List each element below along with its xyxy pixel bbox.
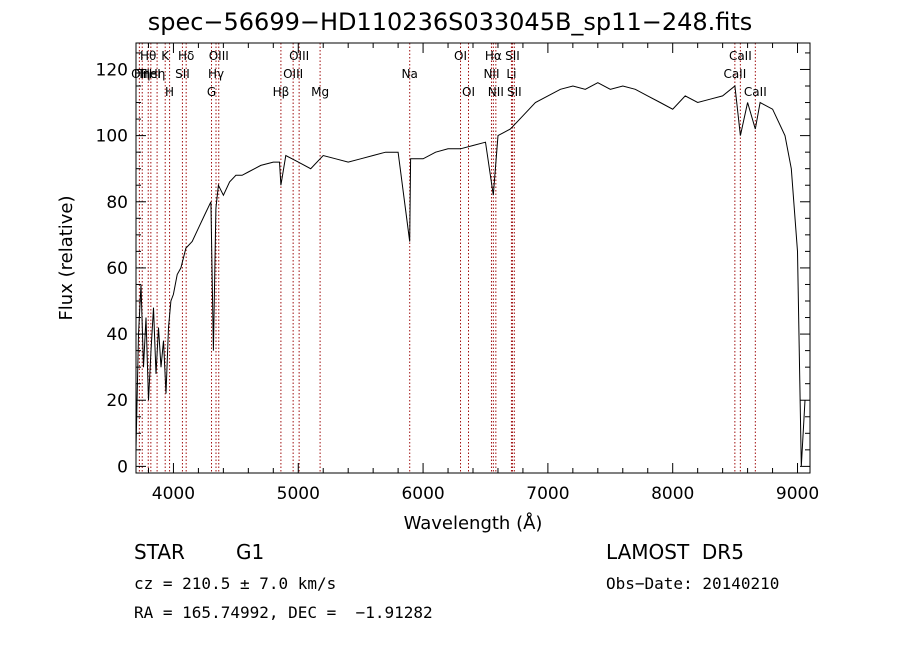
y-tick-label: 0 bbox=[117, 457, 128, 477]
plot-frame bbox=[135, 42, 811, 474]
spectral-line-label: Mg bbox=[311, 85, 329, 99]
spectral-line-markers bbox=[138, 43, 756, 473]
spectral-line-label: OIII bbox=[289, 49, 309, 63]
object-class: STAR bbox=[134, 540, 185, 564]
y-tick-label: 120 bbox=[96, 60, 128, 80]
spectral-line-label: CaII bbox=[723, 67, 746, 81]
x-tick-label: 5000 bbox=[277, 484, 320, 504]
coordinates: RA = 165.74992, DEC = −1.91282 bbox=[134, 603, 433, 622]
spectral-line-label: OI bbox=[462, 85, 475, 99]
spectral-line-label: SII bbox=[505, 49, 520, 63]
x-tick-label: 4000 bbox=[152, 484, 195, 504]
redshift-velocity: cz = 210.5 ± 7.0 km/s bbox=[134, 574, 337, 593]
spectral-line-label: G bbox=[207, 85, 216, 99]
spectral-line-label: CaII bbox=[729, 49, 752, 63]
spectral-line-label: Hθ bbox=[140, 49, 156, 63]
spectral-line-label: NII bbox=[488, 85, 504, 99]
spectral-line-label: Li bbox=[506, 67, 516, 81]
spectral-line-label: CaII bbox=[744, 85, 767, 99]
spectral-line-label: OI bbox=[454, 49, 467, 63]
chart-title: spec−56699−HD110236S033045B_sp11−248.fit… bbox=[147, 8, 753, 36]
y-tick-label: 60 bbox=[106, 259, 128, 279]
spectral-line-label: Na bbox=[402, 67, 418, 81]
spectrum-series-line bbox=[135, 82, 806, 467]
object-subclass: G1 bbox=[236, 540, 265, 564]
spectral-line-label: K bbox=[161, 49, 170, 63]
x-tick-label: 8000 bbox=[651, 484, 694, 504]
spectral-line-label: Hη bbox=[149, 67, 166, 81]
spectral-line-label: SII bbox=[175, 67, 190, 81]
y-axis-label: Flux (relative) bbox=[56, 195, 77, 320]
spectral-line-label: HeI bbox=[141, 67, 161, 81]
x-tick-label: 9000 bbox=[776, 484, 819, 504]
spectral-line-labels: OIIHηHθHeIHηKHSIIHδGHγOIIIHβOIIIOIIIMgNa… bbox=[131, 49, 767, 99]
spectral-line-label: Hδ bbox=[178, 49, 194, 63]
x-axis-label: Wavelength (Å) bbox=[404, 512, 543, 534]
y-tick-label: 80 bbox=[106, 193, 128, 213]
x-tick-label: 6000 bbox=[401, 484, 444, 504]
observation-date: Obs−Date: 20140210 bbox=[606, 574, 780, 593]
y-tick-label: 20 bbox=[106, 391, 128, 411]
spectral-line-label: Hη bbox=[134, 67, 151, 81]
axes: 4000 5000 6000 7000 8000 9000 0 20 40 60 80 100 120 bbox=[96, 43, 819, 504]
spectral-line-label: OIII bbox=[283, 67, 303, 81]
x-tick-label: 7000 bbox=[526, 484, 569, 504]
spectral-line-label: Hβ bbox=[273, 85, 290, 99]
spectral-line-label: OIII bbox=[209, 49, 229, 63]
spectral-line-label: Hα bbox=[485, 49, 502, 63]
spectral-line-label: NII bbox=[483, 67, 499, 81]
spectral-line-label: OII bbox=[131, 67, 148, 81]
spectral-line-label: SII bbox=[507, 85, 522, 99]
y-tick-label: 40 bbox=[106, 325, 128, 345]
survey-name: LAMOST DR5 bbox=[606, 540, 744, 564]
spectral-line-label: Hγ bbox=[208, 67, 224, 81]
y-tick-label: 100 bbox=[96, 127, 128, 147]
spectral-line-label: H bbox=[165, 85, 174, 99]
